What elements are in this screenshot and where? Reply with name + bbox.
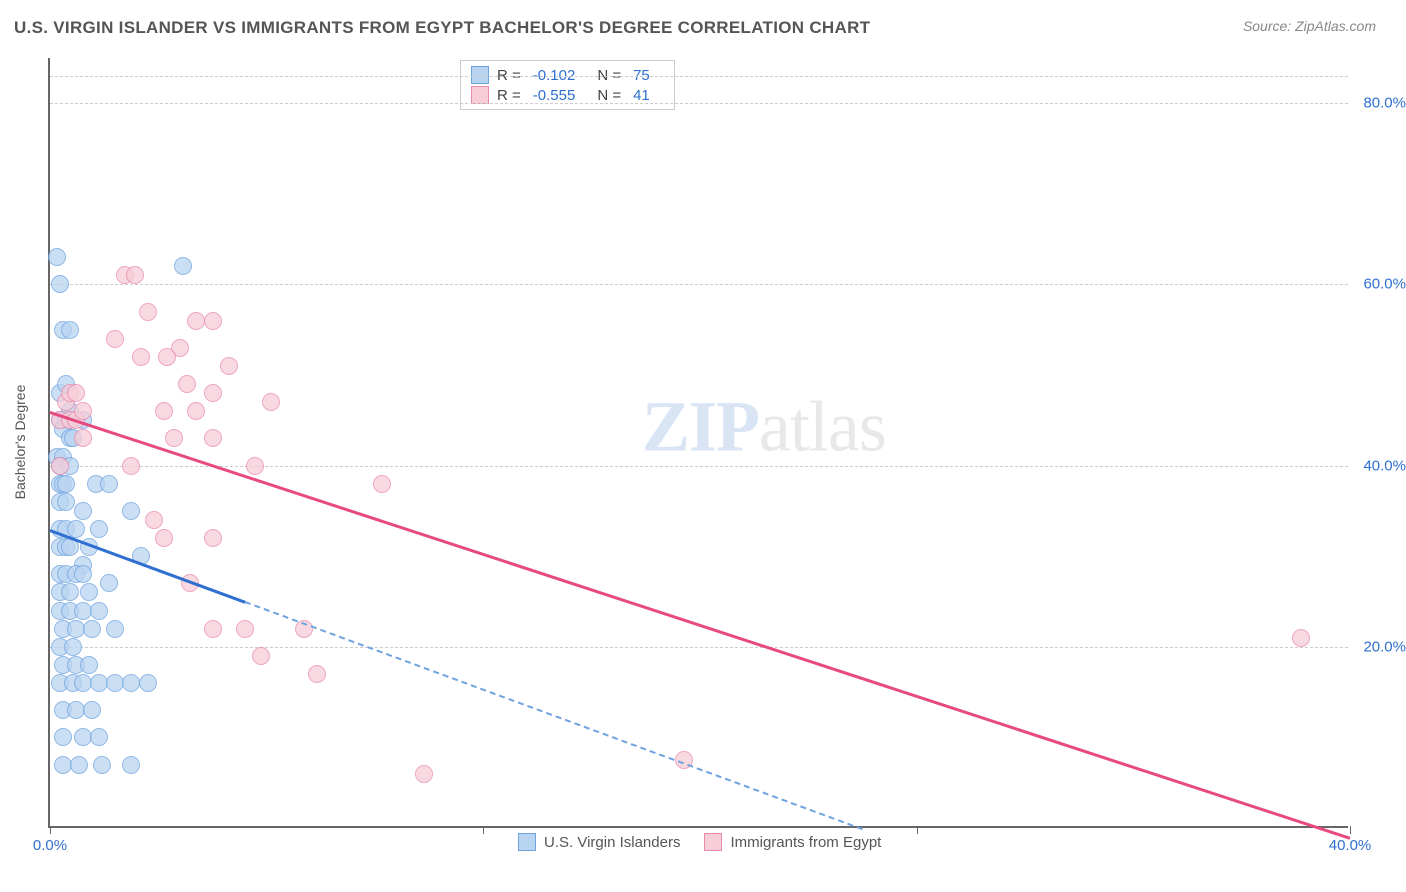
data-point xyxy=(61,583,79,601)
data-point xyxy=(165,429,183,447)
data-point xyxy=(204,529,222,547)
data-point xyxy=(61,321,79,339)
r-label: R = xyxy=(497,67,521,84)
series-legend-item: Immigrants from Egypt xyxy=(704,833,881,851)
stats-legend-row: R = -0.555 N = 41 xyxy=(471,85,664,105)
trend-line xyxy=(245,601,863,830)
data-point xyxy=(158,348,176,366)
data-point xyxy=(106,330,124,348)
data-point xyxy=(64,638,82,656)
xtick-label: 40.0% xyxy=(1329,837,1372,854)
data-point xyxy=(1292,629,1310,647)
xtick xyxy=(50,826,51,834)
ytick-label: 40.0% xyxy=(1363,457,1406,474)
data-point xyxy=(74,429,92,447)
data-point xyxy=(155,402,173,420)
data-point xyxy=(204,620,222,638)
xtick xyxy=(1350,826,1351,834)
data-point xyxy=(139,674,157,692)
legend-swatch xyxy=(518,833,536,851)
data-point xyxy=(132,348,150,366)
data-point xyxy=(80,656,98,674)
watermark: ZIPatlas xyxy=(642,385,886,468)
xtick xyxy=(483,826,484,834)
data-point xyxy=(220,357,238,375)
data-point xyxy=(122,457,140,475)
gridline xyxy=(50,466,1348,467)
plot-area: ZIPatlas Bachelor's Degree R =-0.102N =7… xyxy=(48,58,1348,828)
data-point xyxy=(204,384,222,402)
data-point xyxy=(139,303,157,321)
data-point xyxy=(51,457,69,475)
data-point xyxy=(70,756,88,774)
gridline xyxy=(50,76,1348,77)
data-point xyxy=(67,384,85,402)
n-label: N = xyxy=(597,87,621,104)
data-point xyxy=(122,502,140,520)
ytick-label: 80.0% xyxy=(1363,95,1406,112)
data-point xyxy=(373,475,391,493)
data-point xyxy=(57,475,75,493)
data-point xyxy=(74,565,92,583)
data-point xyxy=(74,502,92,520)
data-point xyxy=(100,475,118,493)
data-point xyxy=(106,620,124,638)
data-point xyxy=(246,457,264,475)
gridline xyxy=(50,284,1348,285)
legend-swatch xyxy=(704,833,722,851)
data-point xyxy=(145,511,163,529)
data-point xyxy=(308,665,326,683)
data-point xyxy=(90,728,108,746)
data-point xyxy=(415,765,433,783)
data-point xyxy=(262,393,280,411)
correlation-chart: ZIPatlas Bachelor's Degree R =-0.102N =7… xyxy=(48,58,1388,828)
chart-title: U.S. VIRGIN ISLANDER VS IMMIGRANTS FROM … xyxy=(14,18,870,38)
data-point xyxy=(236,620,254,638)
data-point xyxy=(93,756,111,774)
ytick-label: 20.0% xyxy=(1363,638,1406,655)
data-point xyxy=(57,493,75,511)
data-point xyxy=(74,402,92,420)
series-name: U.S. Virgin Islanders xyxy=(544,834,680,851)
data-point xyxy=(155,529,173,547)
series-legend-item: U.S. Virgin Islanders xyxy=(518,833,680,851)
n-value: 75 xyxy=(633,67,650,84)
legend-swatch xyxy=(471,66,489,84)
data-point xyxy=(122,756,140,774)
data-point xyxy=(204,429,222,447)
gridline xyxy=(50,103,1348,104)
y-axis-label: Bachelor's Degree xyxy=(12,385,28,500)
data-point xyxy=(83,620,101,638)
data-point xyxy=(90,520,108,538)
data-point xyxy=(126,266,144,284)
xtick xyxy=(917,826,918,834)
r-value: -0.555 xyxy=(533,87,576,104)
data-point xyxy=(80,583,98,601)
legend-swatch xyxy=(471,86,489,104)
gridline xyxy=(50,647,1348,648)
data-point xyxy=(174,257,192,275)
series-legend: U.S. Virgin Islanders Immigrants from Egy… xyxy=(518,833,881,851)
data-point xyxy=(178,375,196,393)
n-label: N = xyxy=(597,67,621,84)
n-value: 41 xyxy=(633,87,650,104)
r-value: -0.102 xyxy=(533,67,576,84)
data-point xyxy=(252,647,270,665)
data-point xyxy=(100,574,118,592)
data-point xyxy=(51,275,69,293)
series-name: Immigrants from Egypt xyxy=(730,834,881,851)
ytick-label: 60.0% xyxy=(1363,276,1406,293)
data-point xyxy=(187,312,205,330)
stats-legend-row: R = -0.102 N = 75 xyxy=(471,65,664,85)
source-label: Source: ZipAtlas.com xyxy=(1243,18,1376,34)
data-point xyxy=(187,402,205,420)
data-point xyxy=(83,701,101,719)
data-point xyxy=(204,312,222,330)
r-label: R = xyxy=(497,87,521,104)
data-point xyxy=(90,602,108,620)
data-point xyxy=(48,248,66,266)
data-point xyxy=(54,728,72,746)
xtick-label: 0.0% xyxy=(33,837,67,854)
